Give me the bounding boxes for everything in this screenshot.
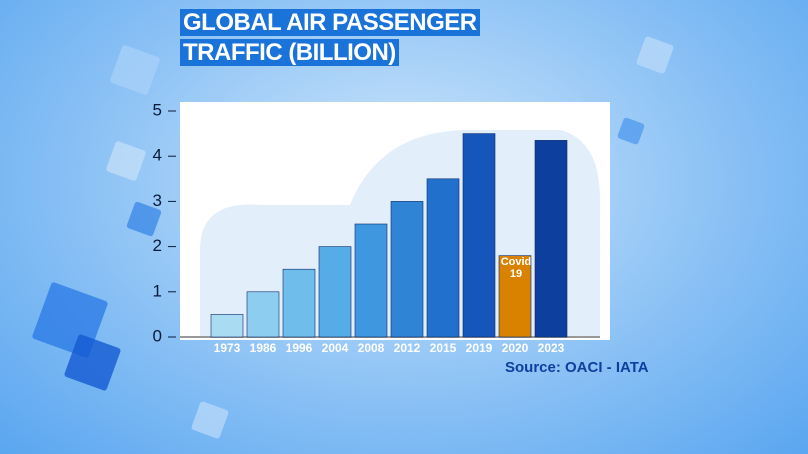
y-tick-label: 1 xyxy=(153,281,162,300)
y-tick-label: 0 xyxy=(153,326,162,345)
x-tick-label: 2023 xyxy=(538,341,565,355)
bar xyxy=(426,178,460,338)
x-tick-label: 2015 xyxy=(430,341,457,355)
x-tick-label: 2008 xyxy=(358,341,385,355)
annotation: Covid 19 xyxy=(500,256,532,280)
x-tick-label: 2004 xyxy=(322,341,349,355)
bar xyxy=(534,140,568,338)
y-tick-label: 2 xyxy=(153,236,162,255)
y-tick-label: 3 xyxy=(153,191,162,210)
bar xyxy=(390,201,424,338)
bar xyxy=(318,246,352,338)
x-tick-label: 2020 xyxy=(502,341,529,355)
bar xyxy=(354,223,388,338)
x-tick-label: 1973 xyxy=(214,341,241,355)
x-tick-label: 2019 xyxy=(466,341,493,355)
x-tick-label: 1996 xyxy=(286,341,313,355)
bar xyxy=(462,133,496,338)
x-tick-label: 1986 xyxy=(250,341,277,355)
bar xyxy=(210,314,244,338)
bar xyxy=(246,291,280,338)
x-tick-label: 2012 xyxy=(394,341,421,355)
bar xyxy=(498,255,532,338)
source: Source: OACI - IATA xyxy=(505,359,649,376)
y-tick-label: 4 xyxy=(153,146,162,165)
chart-title: GLOBAL AIR PASSENGER TRAFFIC (BILLION) xyxy=(180,8,510,68)
y-tick-label: 5 xyxy=(153,100,162,119)
bar xyxy=(282,268,316,338)
